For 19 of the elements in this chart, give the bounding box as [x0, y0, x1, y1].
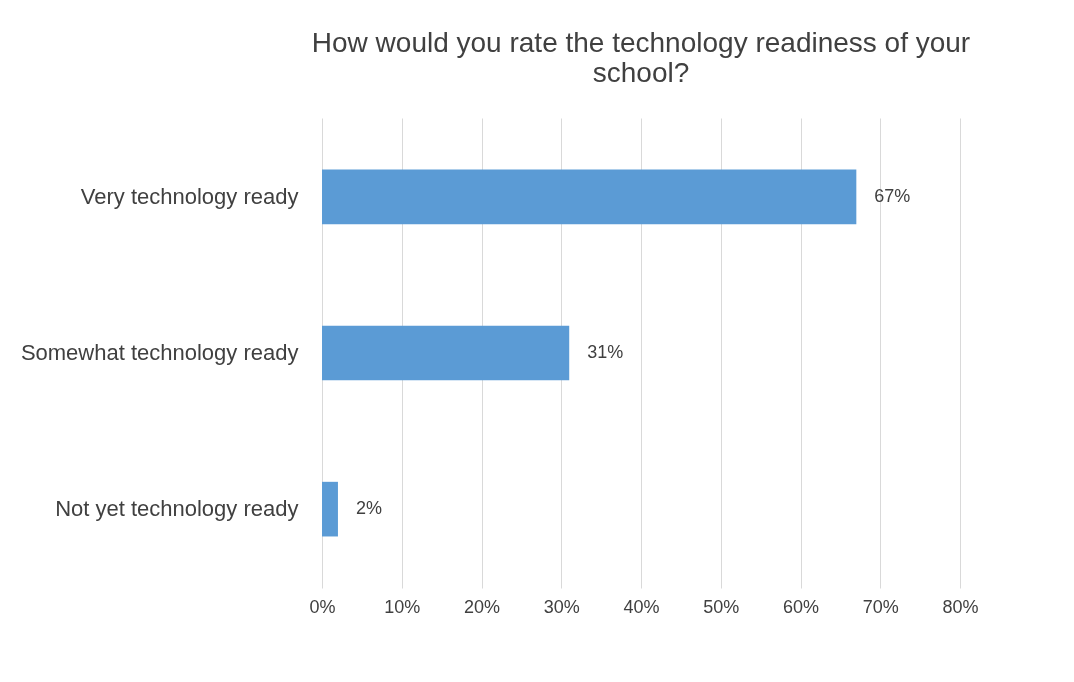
data-label: 2%: [355, 498, 382, 519]
bar: [322, 325, 570, 381]
y-tick-label: Not yet technology ready: [55, 496, 299, 522]
data-label: 31%: [587, 342, 624, 362]
x-tick-label: 40%: [623, 596, 660, 617]
y-tick-label: Very technology ready: [80, 183, 299, 209]
x-tick-label: 70%: [862, 596, 899, 617]
chart-title: How would you rate the technology readiness of your school?: [311, 27, 971, 88]
x-tick-label: 50%: [703, 596, 740, 617]
bar: [322, 481, 338, 537]
x-tick-label: 20%: [463, 596, 501, 617]
x-tick-label: 80%: [942, 596, 979, 617]
x-tick-label: 10%: [384, 596, 421, 617]
y-tick-label: Somewhat technology ready: [20, 340, 299, 365]
bar: [322, 169, 857, 225]
x-tick-label: 30%: [543, 596, 580, 617]
x-tick-label: 60%: [782, 596, 820, 617]
data-label: 67%: [874, 185, 911, 206]
x-tick-label: 0%: [309, 596, 336, 617]
